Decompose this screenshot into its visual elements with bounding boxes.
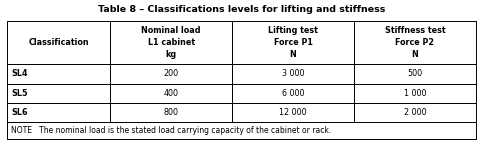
Text: Classification: Classification	[28, 38, 89, 47]
Text: NOTE   The nominal load is the stated load carrying capacity of the cabinet or r: NOTE The nominal load is the stated load…	[11, 126, 331, 135]
Bar	[7, 84, 110, 103]
Text: 1 000: 1 000	[404, 89, 426, 98]
Bar	[110, 21, 232, 64]
Text: 6 000: 6 000	[282, 89, 304, 98]
Bar	[354, 64, 476, 84]
Text: Lifting test
Force P1
N: Lifting test Force P1 N	[268, 26, 318, 59]
Text: 3 000: 3 000	[282, 69, 304, 78]
Bar	[7, 64, 110, 84]
Bar	[232, 103, 354, 122]
Bar	[232, 84, 354, 103]
Bar	[110, 84, 232, 103]
Bar	[7, 21, 110, 64]
Bar	[354, 103, 476, 122]
Bar	[7, 103, 110, 122]
Text: 500: 500	[407, 69, 423, 78]
Bar	[110, 103, 232, 122]
Text: SL6: SL6	[11, 108, 28, 117]
Bar	[232, 64, 354, 84]
Bar	[232, 21, 354, 64]
Text: Stiffness test
Force P2
N: Stiffness test Force P2 N	[384, 26, 445, 59]
Text: 400: 400	[164, 89, 179, 98]
Text: 12 000: 12 000	[279, 108, 307, 117]
Text: 800: 800	[164, 108, 179, 117]
Text: 200: 200	[164, 69, 179, 78]
Text: Table 8 – Classifications levels for lifting and stiffness: Table 8 – Classifications levels for lif…	[98, 5, 385, 14]
Text: 2 000: 2 000	[403, 108, 426, 117]
Text: SL5: SL5	[11, 89, 28, 98]
Text: SL4: SL4	[11, 69, 28, 78]
Bar	[110, 64, 232, 84]
Bar	[7, 122, 476, 139]
Text: Nominal load
L1 cabinet
kg: Nominal load L1 cabinet kg	[142, 26, 201, 59]
Bar	[354, 84, 476, 103]
Bar	[354, 21, 476, 64]
